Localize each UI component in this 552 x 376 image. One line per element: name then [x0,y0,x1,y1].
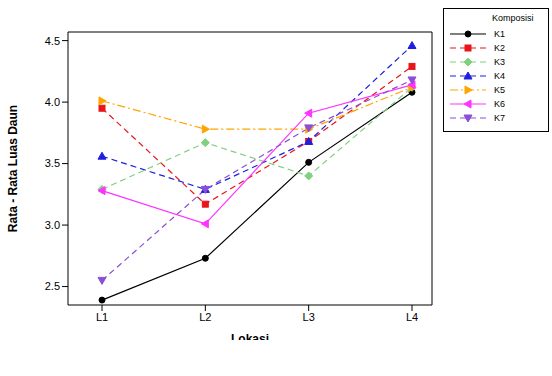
svg-text:4.0: 4.0 [45,96,60,108]
svg-text:L3: L3 [303,311,315,323]
svg-text:L4: L4 [406,311,418,323]
html-text:K5: K5 [494,85,505,95]
svg-text:4.5: 4.5 [45,35,60,47]
svg-text:L1: L1 [96,311,108,323]
svg-text:3.0: 3.0 [45,219,60,231]
html-text:K4: K4 [494,71,505,81]
svg-text:L2: L2 [199,311,211,323]
html-text:K1: K1 [494,29,505,39]
html-text:K2: K2 [494,43,505,53]
svg-text:3.5: 3.5 [45,157,60,169]
html-text:Komposisi: Komposisi [492,13,534,23]
svg-text:2.5: 2.5 [45,280,60,292]
html-text:K7: K7 [494,113,505,123]
html-text:K6: K6 [494,99,505,109]
html-text:K3: K3 [494,57,505,67]
svg-text:Rata - Rata Luas Daun: Rata - Rata Luas Daun [8,105,20,232]
svg-text:Lokasi: Lokasi [231,332,269,340]
